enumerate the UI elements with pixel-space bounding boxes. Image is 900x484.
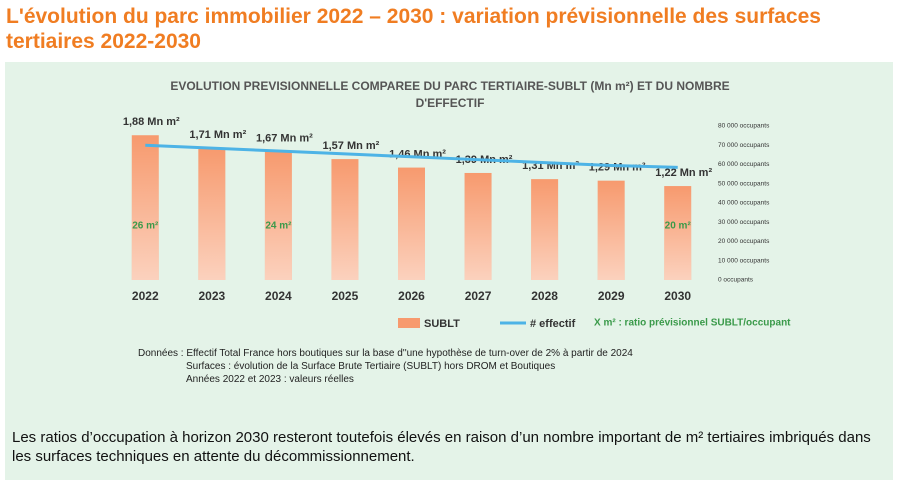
note: Données : Effectif Total France hors bou…	[138, 348, 633, 359]
bar-shade	[531, 179, 559, 280]
y2-tick-label: 60 000 occupants	[718, 161, 770, 168]
y2-tick-label: 50 000 occupants	[718, 180, 770, 187]
x-tick-label: 2023	[198, 289, 225, 303]
y2-tick-label: 30 000 occupants	[718, 219, 770, 226]
bar-shade	[264, 151, 292, 280]
y2-tick-label: 20 000 occupants	[718, 238, 770, 245]
legend-label: # effectif	[530, 318, 576, 330]
ratio-label: 24 m²	[265, 221, 292, 232]
bar-shade	[597, 180, 625, 280]
y2-tick-label: 80 000 occupants	[718, 123, 770, 130]
page-title: L'évolution du parc immobilier 2022 – 20…	[6, 5, 821, 53]
x-tick-label: 2024	[265, 289, 292, 303]
line	[145, 143, 678, 169]
note: Années 2022 et 2023 : valeurs réelles	[186, 374, 354, 385]
x-tick-label: 2027	[465, 289, 492, 303]
y2-tick-label: 0 occupants	[718, 277, 754, 284]
x-tick-label: 2030	[664, 289, 691, 303]
legend-label: SUBLT	[424, 318, 460, 330]
bar-shade	[398, 167, 425, 280]
ratio-label: 26 m²	[132, 221, 159, 232]
value-label: 1,67 Mn m²	[256, 132, 313, 144]
value-label: 1,71 Mn m²	[189, 129, 246, 141]
legend-note: X m² : ratio prévisionnel SUBLT/occupant	[594, 318, 791, 329]
bar-shade	[131, 135, 159, 280]
value-label: 1,88 Mn m²	[123, 116, 180, 128]
bar-shade	[198, 148, 226, 280]
chart-title: EVOLUTION PREVISIONNELLE COMPAREE DU PAR…	[170, 79, 730, 110]
x-tick-label: 2022	[132, 289, 159, 303]
ratio-label: 20 m²	[665, 221, 692, 232]
y2-tick-label: 70 000 occupants	[718, 142, 770, 149]
bar-shade	[331, 159, 359, 280]
x-tick-label: 2028	[531, 289, 558, 303]
bar-shade	[664, 186, 692, 280]
footer-text: Les ratios d’occupation à horizon 2030 r…	[12, 429, 871, 465]
legend-swatch	[398, 318, 420, 328]
note: Surfaces : évolution de la Surface Brute…	[186, 361, 556, 372]
y2-tick-label: 10 000 occupants	[718, 257, 770, 264]
x-tick-label: 2025	[332, 289, 359, 303]
x-tick-label: 2029	[598, 289, 625, 303]
value-label: 1,22 Mn m²	[655, 167, 712, 179]
x-tick-label: 2026	[398, 289, 425, 303]
bar-shade	[464, 172, 492, 280]
value-label: 1,57 Mn m²	[323, 140, 380, 152]
y2-tick-label: 40 000 occupants	[718, 200, 770, 207]
